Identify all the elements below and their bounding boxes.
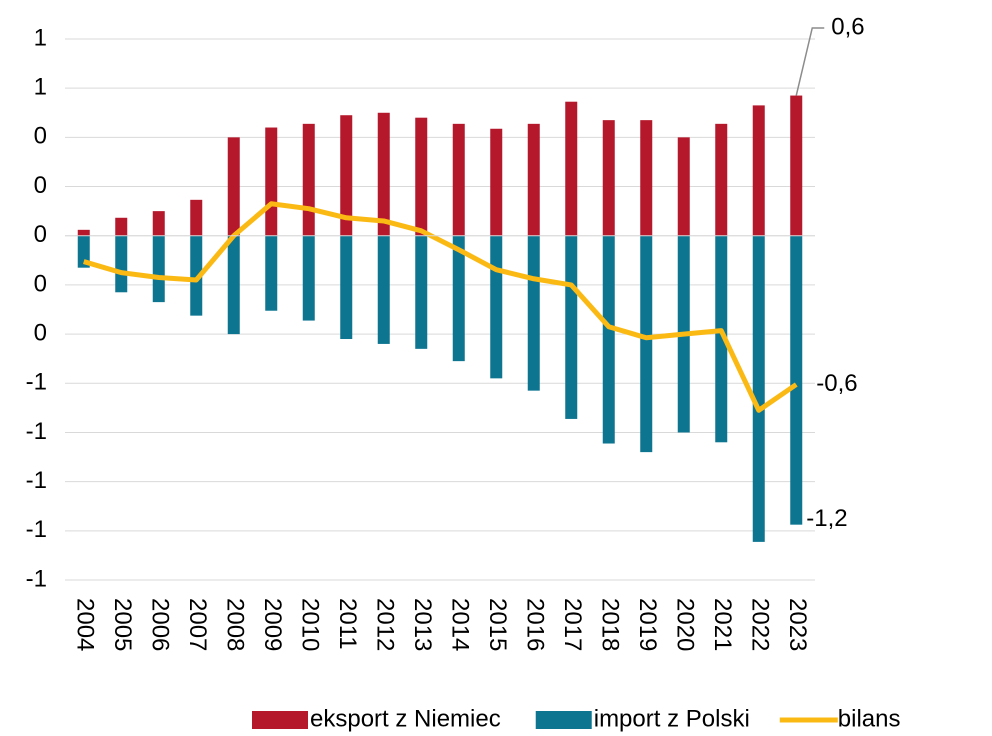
x-tick-label: 2011	[334, 598, 361, 650]
bar	[415, 117, 428, 236]
bar	[115, 217, 128, 236]
bar	[77, 229, 90, 236]
y-tick-label: -1	[26, 418, 47, 445]
bar	[715, 123, 728, 236]
x-tick-label: 2007	[184, 598, 211, 651]
x-tick-label: 2023	[784, 598, 811, 651]
bar	[752, 235, 765, 542]
bar	[527, 123, 540, 236]
bar	[415, 235, 428, 349]
x-tick-label: 2008	[221, 598, 248, 651]
y-tick-label: 0	[34, 123, 47, 150]
leader-line	[795, 27, 825, 96]
bar	[302, 123, 315, 236]
y-tick-label: -1	[26, 369, 47, 396]
x-tick-label: 2012	[371, 598, 398, 651]
x-tick-label: 2014	[446, 598, 473, 651]
bar	[227, 137, 240, 236]
bar	[527, 235, 540, 391]
bar	[715, 235, 728, 443]
value-label: -1,2	[806, 505, 847, 532]
x-tick-label: 2015	[484, 598, 511, 651]
bar	[377, 112, 390, 236]
bar	[265, 127, 278, 236]
bar	[340, 235, 353, 340]
y-tick-label: -1	[26, 467, 47, 494]
x-tick-label: 2004	[71, 598, 98, 651]
bar	[602, 120, 615, 236]
y-tick-label: 1	[34, 74, 47, 101]
value-label: -0,6	[816, 370, 857, 397]
y-tick-label: 1	[34, 24, 47, 51]
bar	[152, 235, 165, 303]
y-tick-label: 0	[34, 270, 47, 297]
bar	[565, 101, 578, 236]
bar	[790, 95, 803, 236]
legend-label: bilans	[838, 705, 901, 732]
bar	[190, 199, 203, 236]
x-tick-label: 2010	[296, 598, 323, 651]
bar	[452, 235, 465, 362]
bar	[227, 235, 240, 335]
y-tick-label: 0	[34, 172, 47, 199]
bar	[677, 137, 690, 236]
x-tick-label: 2019	[634, 598, 661, 651]
x-tick-label: 2013	[409, 598, 436, 651]
bar	[302, 235, 315, 321]
bar	[152, 211, 165, 236]
legend-label: eksport z Niemiec	[310, 705, 501, 732]
line	[83, 201, 798, 413]
x-tick-label: 2009	[259, 598, 286, 651]
x-tick-label: 2005	[109, 598, 136, 651]
y-tick-label: -1	[26, 565, 47, 592]
bar	[115, 235, 128, 293]
bar	[640, 235, 653, 453]
bar	[452, 123, 465, 236]
bar	[602, 235, 615, 444]
bar	[490, 235, 503, 379]
bar	[377, 235, 390, 344]
x-tick-label: 2022	[746, 598, 773, 651]
legend-label: import z Polski	[594, 705, 750, 732]
bar	[790, 235, 803, 525]
bar	[565, 235, 578, 419]
bar	[490, 128, 503, 236]
x-tick-label: 2018	[596, 598, 623, 651]
legend-swatch	[535, 711, 592, 729]
bar	[265, 235, 278, 311]
bar	[77, 235, 90, 268]
y-tick-label: 0	[34, 319, 47, 346]
x-tick-label: 2006	[146, 598, 173, 651]
y-tick-label: 0	[34, 221, 47, 248]
legend-swatch	[252, 711, 308, 729]
x-tick-label: 2017	[559, 598, 586, 651]
value-label: 0,6	[831, 13, 864, 40]
x-tick-label: 2021	[709, 598, 736, 651]
x-tick-label: 2020	[671, 598, 698, 651]
bar	[752, 105, 765, 236]
bar	[640, 120, 653, 236]
y-tick-label: -1	[26, 516, 47, 543]
bar	[340, 115, 353, 236]
x-tick-label: 2016	[521, 598, 548, 651]
bar	[190, 235, 203, 316]
